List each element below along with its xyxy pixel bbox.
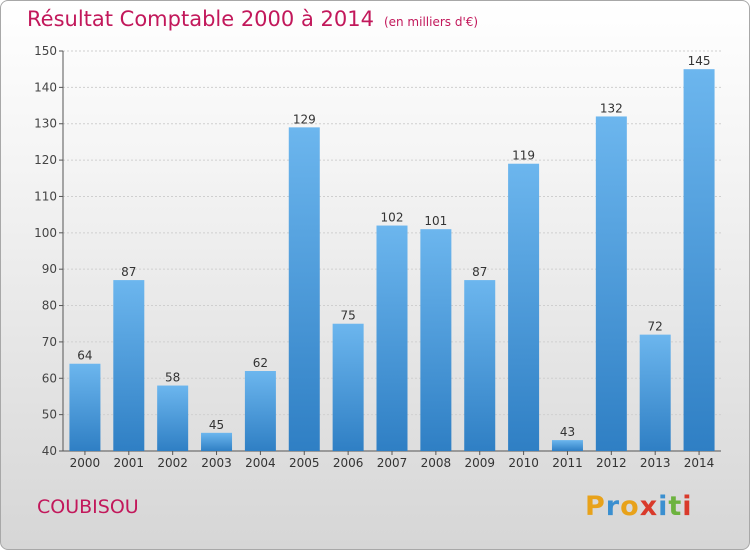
x-tick-label-2009: 2009 <box>464 456 495 470</box>
data-label-2001: 87 <box>121 265 136 279</box>
bar-2005 <box>288 127 320 451</box>
y-tick-label: 130 <box>34 117 57 131</box>
y-tick-label: 70 <box>42 335 57 349</box>
bar-2008 <box>420 229 452 451</box>
data-label-2012: 132 <box>600 101 623 115</box>
x-tick-label-2013: 2013 <box>640 456 671 470</box>
bar-2009 <box>464 280 496 451</box>
bar-2010 <box>508 163 540 451</box>
data-label-2009: 87 <box>472 265 487 279</box>
title-block: Résultat Comptable 2000 à 2014 (en millie… <box>27 7 478 31</box>
x-tick-label-2014: 2014 <box>684 456 715 470</box>
y-tick-label: 40 <box>42 444 57 458</box>
bar-2014 <box>683 69 715 451</box>
bar-2013 <box>639 334 671 451</box>
x-tick-label-2008: 2008 <box>421 456 452 470</box>
bars <box>69 69 715 452</box>
bar-2012 <box>595 116 627 452</box>
bar-2007 <box>376 225 408 451</box>
bar-2004 <box>244 371 276 451</box>
bar-2002 <box>157 385 189 451</box>
bar-2011 <box>551 440 583 451</box>
x-tick-label-2006: 2006 <box>333 456 364 470</box>
x-tick-label-2007: 2007 <box>377 456 408 470</box>
tick-labels: 40 50 60 70 80 90 100 110 120 130 140 150 2000 2001 20… <box>34 44 714 470</box>
y-tick-label: 100 <box>34 226 57 240</box>
data-label-2010: 119 <box>512 149 535 163</box>
bar-2000 <box>69 363 101 451</box>
y-tick-label: 150 <box>34 44 57 58</box>
value-labels: 64 87 58 45 62 129 75 102 101 87 119 43 132 72 145 <box>77 54 710 439</box>
x-tick-label-2003: 2003 <box>201 456 232 470</box>
y-tick-label: 120 <box>34 153 57 167</box>
chart-subtitle: (en milliers d'€) <box>383 15 479 29</box>
x-tick-label-2010: 2010 <box>508 456 539 470</box>
x-tick-label-2000: 2000 <box>70 456 101 470</box>
data-label-2004: 62 <box>253 356 268 370</box>
data-label-2008: 101 <box>424 214 447 228</box>
x-tick-label-2012: 2012 <box>596 456 627 470</box>
x-tick-label-2002: 2002 <box>157 456 188 470</box>
x-tick-label-2005: 2005 <box>289 456 320 470</box>
x-tick-label-2011: 2011 <box>552 456 583 470</box>
commune-name: COUBISOU <box>37 496 139 518</box>
y-tick-label: 80 <box>42 299 57 313</box>
y-tick-label: 110 <box>34 189 57 203</box>
y-tick-label: 140 <box>34 80 57 94</box>
chart-title: Résultat Comptable 2000 à 2014 <box>27 7 374 31</box>
data-label-2000: 64 <box>77 349 92 363</box>
proxiti-logo: Proxiti <box>585 491 693 522</box>
bar-2001 <box>113 280 145 451</box>
data-label-2003: 45 <box>209 418 224 432</box>
y-tick-label: 90 <box>42 262 57 276</box>
x-tick-label-2001: 2001 <box>114 456 145 470</box>
data-label-2005: 129 <box>293 112 316 126</box>
bar-2006 <box>332 323 364 451</box>
data-label-2002: 58 <box>165 371 180 385</box>
bar-2003 <box>201 432 233 451</box>
data-label-2007: 102 <box>381 211 404 225</box>
data-label-2013: 72 <box>648 320 663 334</box>
y-tick-label: 60 <box>42 371 57 385</box>
data-label-2006: 75 <box>340 309 355 323</box>
data-label-2011: 43 <box>560 425 575 439</box>
y-tick-label: 50 <box>42 408 57 422</box>
data-label-2014: 145 <box>688 54 711 68</box>
x-tick-label-2004: 2004 <box>245 456 276 470</box>
